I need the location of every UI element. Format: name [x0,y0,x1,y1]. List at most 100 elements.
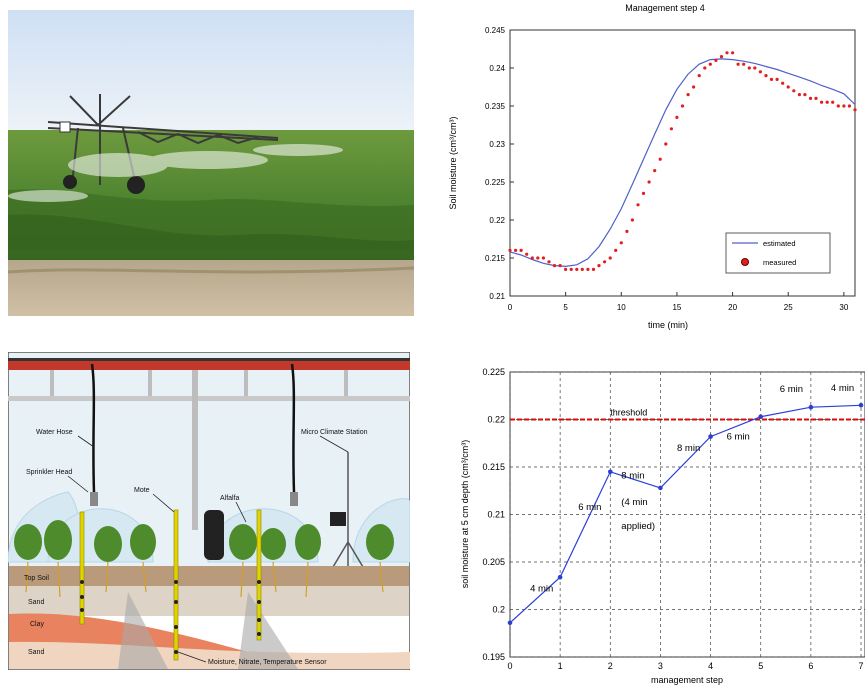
x-tick-label: 4 [708,661,713,671]
measured-point [764,74,768,78]
measured-point [647,180,651,184]
y-tick-label: 0.225 [485,178,506,187]
measured-point [769,77,774,81]
measured-point [619,241,623,245]
threshold-label: threshold [610,408,647,418]
measured-point [836,104,840,108]
measured-point [714,58,718,63]
measured-point [680,104,685,108]
step-annotation: 6 min [578,502,601,513]
step-annotation: 8 min [677,443,700,454]
measured-point [536,256,540,260]
measured-point [797,93,801,97]
step-annotation: 4 min [831,383,854,394]
step-annotation: 4 min [530,584,553,595]
measured-point [808,96,813,100]
measured-point [703,66,707,70]
chart-soil-moisture-by-step: 0 1 2 3 4 5 6 70.1950.20.2050.210.2150.220.225 … [460,367,865,685]
label-micro-climate-station: Micro Climate Station [301,429,368,436]
measured-point [781,81,785,85]
measured-point [525,252,529,256]
y-tick-label: 0.195 [482,652,505,662]
y-tick-label: 0.21 [487,510,505,520]
measured-point [614,248,618,252]
measured-point [747,66,751,70]
legend: estimated measured [725,232,831,274]
chart-title: Management step 4 [625,3,705,13]
label-sand-upper: Sand [28,599,44,606]
y-tick-label: 0.2 [492,605,505,615]
y-tick-label: 0.245 [485,26,506,35]
x-tick-label: 10 [617,303,626,312]
x-tick-label: 20 [728,303,737,312]
data-point [557,574,563,580]
measured-point [580,267,584,271]
irrigation-sensor-diagram: Water Hose Sprinkler Head Mote Alfalfa M… [8,352,410,670]
label-water-hose: Water Hose [36,429,73,436]
measured-point [697,74,701,78]
measured-point [814,96,818,100]
measured-point [547,260,551,264]
step-annotation: 8 min [621,470,644,481]
data-point [507,620,513,626]
y-tick-label: 0.24 [489,64,505,73]
measured-point [825,100,829,104]
pipe [8,361,410,370]
legend-measured: measured [763,258,796,267]
measured-point [831,100,835,104]
label-top-soil: Top Soil [24,575,49,582]
step-annotation: (4 min [621,497,647,508]
measured-point [564,267,568,271]
measured-point [708,62,712,66]
x-tick-label: 3 [658,661,663,671]
label-sand-lower: Sand [28,649,44,656]
measured-point [669,127,673,131]
step-annotation: 6 min [780,384,803,395]
chart-management-step-4: Management step 4 0 5 10 15 20 25 30 0.21 0.215 0… [448,3,857,330]
step-annotation: 6 min [727,431,750,442]
measured-point [820,100,824,104]
data-point [658,485,663,491]
data-point [608,469,613,475]
x-tick-label: 0 [507,661,512,671]
y-tick-label: 0.225 [482,367,505,377]
measured-point [514,248,518,252]
y-tick-label: 0.235 [485,102,506,111]
y-tick-label: 0.22 [489,216,505,225]
measured-point [853,108,857,112]
measured-point [725,51,729,55]
series-line [509,404,862,624]
measured-point [731,51,735,55]
measured-point [586,267,590,271]
data-point [758,414,763,419]
data-point [808,404,814,410]
measured-point [775,77,779,81]
data-point [708,434,713,439]
series-estimated-line [509,58,856,268]
field-photo [8,10,414,316]
legend-estimated: estimated [763,239,796,248]
measured-point [519,248,523,252]
measured-point [847,104,851,108]
label-clay: Clay [30,621,45,628]
label-alfalfa: Alfalfa [220,495,240,502]
measured-point [658,157,662,161]
water-spray [8,144,343,202]
measured-point [675,115,679,119]
sky [8,10,414,135]
x-axis-label: time (min) [648,320,688,330]
measured-point [558,264,562,268]
x-tick-label: 25 [784,303,793,312]
measured-point [736,62,740,66]
measured-point [508,248,512,252]
x-tick-label: 15 [672,303,681,312]
x-tick-label: 6 [808,661,813,671]
step-annotation: applied) [621,521,655,532]
measured-point [653,169,657,173]
y-axis-label: soil moisture at 5 cm depth (cm³/cm³) [460,440,470,589]
measured-point [552,264,557,268]
measured-point [753,66,757,70]
measured-point [686,93,690,97]
measured-point [575,267,579,271]
measured-point [786,85,790,89]
